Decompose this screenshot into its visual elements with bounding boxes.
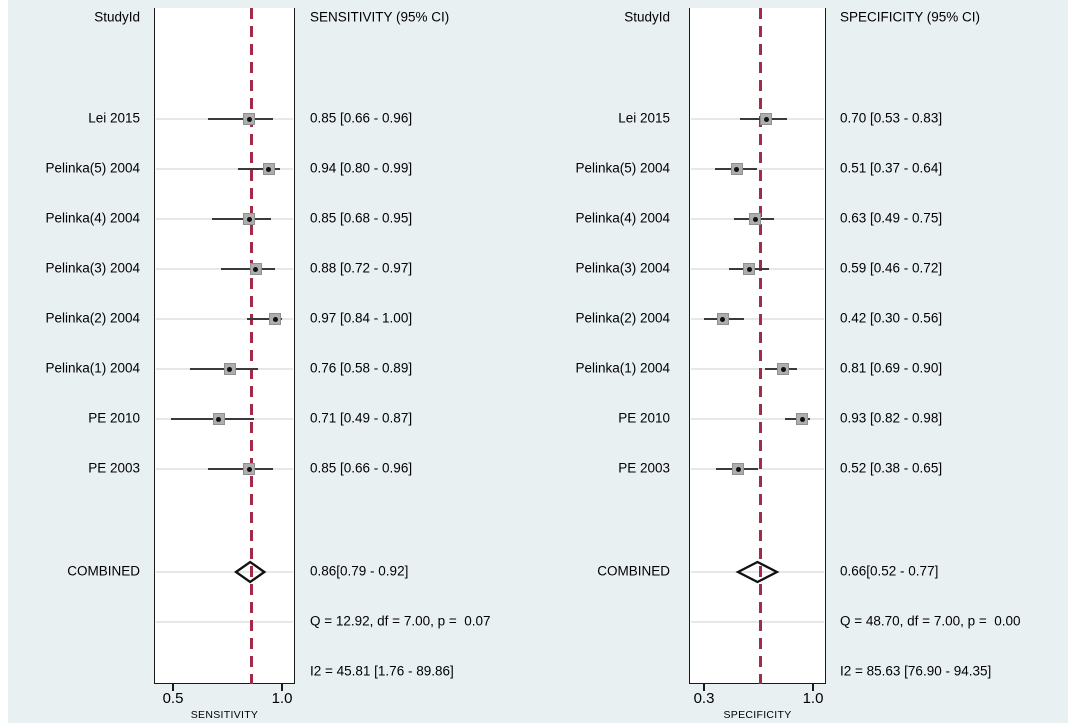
study-column-header: StudyId — [94, 9, 140, 25]
gridline — [691, 418, 824, 420]
x-axis-title: SPECIFICITY — [723, 709, 792, 721]
gridline — [156, 318, 293, 320]
estimate-text: 0.71 [0.49 - 0.87] — [310, 410, 413, 426]
heterogeneity-i2-text: I2 = 85.63 [76.90 - 94.35] — [840, 663, 992, 679]
estimate-text: 0.42 [0.30 - 0.56] — [840, 310, 943, 326]
estimate-text: 0.88 [0.72 - 0.97] — [310, 260, 413, 276]
study-label: PE 2003 — [88, 460, 140, 476]
study-label: Pelinka(2) 2004 — [575, 310, 670, 326]
estimate-text: 0.85 [0.66 - 0.96] — [310, 110, 413, 126]
study-label: Pelinka(5) 2004 — [45, 160, 140, 176]
ci-line — [207, 468, 274, 470]
gridline — [691, 168, 824, 170]
estimate-text: 0.97 [0.84 - 1.00] — [310, 310, 413, 326]
heterogeneity-q-text: Q = 12.92, df = 7.00, p = 0.07 — [310, 613, 491, 629]
study-label: Pelinka(1) 2004 — [45, 360, 140, 376]
combined-estimate-text: 0.86[0.79 - 0.92] — [310, 563, 409, 579]
combined-diamond — [233, 559, 267, 585]
ci-line — [207, 118, 274, 120]
reference-line — [758, 8, 762, 684]
study-label: Pelinka(4) 2004 — [45, 210, 140, 226]
axis-tick-label: 1.0 — [271, 690, 293, 707]
estimate-dot — [746, 266, 752, 272]
gridline — [691, 621, 824, 623]
gridline — [691, 318, 824, 320]
estimate-dot — [763, 116, 769, 122]
estimate-dot — [246, 466, 252, 472]
study-label: Pelinka(5) 2004 — [575, 160, 670, 176]
estimate-dot — [752, 216, 758, 222]
axis-tick-label: 0.5 — [162, 690, 184, 707]
estimate-text: 0.52 [0.38 - 0.65] — [840, 460, 943, 476]
gridline — [156, 621, 293, 623]
estimate-text: 0.81 [0.69 - 0.90] — [840, 360, 943, 376]
estimate-text: 0.93 [0.82 - 0.98] — [840, 410, 943, 426]
combined-diamond — [735, 559, 780, 585]
estimate-text: 0.85 [0.66 - 0.96] — [310, 460, 413, 476]
estimate-dot — [227, 366, 233, 372]
study-label: Lei 2015 — [618, 110, 670, 126]
gridline — [156, 168, 293, 170]
estimate-dot — [734, 166, 740, 172]
estimate-dot — [246, 216, 252, 222]
axis-tick-label: 0.3 — [693, 690, 715, 707]
study-label: Pelinka(1) 2004 — [575, 360, 670, 376]
estimate-dot — [272, 316, 278, 322]
value-column-header: SPECIFICITY (95% CI) — [840, 9, 981, 25]
combined-label: COMBINED — [67, 563, 140, 579]
estimate-text: 0.94 [0.80 - 0.99] — [310, 160, 413, 176]
estimate-dot — [780, 366, 786, 372]
heterogeneity-q-text: Q = 48.70, df = 7.00, p = 0.00 — [840, 613, 1021, 629]
estimate-text: 0.70 [0.53 - 0.83] — [840, 110, 943, 126]
ci-line — [247, 318, 282, 320]
study-label: Pelinka(3) 2004 — [45, 260, 140, 276]
value-column-header: SENSITIVITY (95% CI) — [310, 9, 450, 25]
ci-line — [170, 418, 254, 420]
gridline — [691, 571, 824, 573]
study-label: Pelinka(2) 2004 — [45, 310, 140, 326]
ci-line — [238, 168, 280, 170]
estimate-text: 0.85 [0.68 - 0.95] — [310, 210, 413, 226]
estimate-text: 0.51 [0.37 - 0.64] — [840, 160, 943, 176]
estimate-dot — [216, 416, 222, 422]
axis-tick — [812, 684, 814, 691]
estimate-dot — [799, 416, 805, 422]
study-label: Pelinka(4) 2004 — [575, 210, 670, 226]
study-label: PE 2010 — [88, 410, 140, 426]
gridline — [156, 571, 293, 573]
axis-tick — [172, 684, 174, 691]
estimate-dot — [253, 266, 259, 272]
estimate-text: 0.63 [0.49 - 0.75] — [840, 210, 943, 226]
axis-tick — [703, 684, 705, 691]
study-label: PE 2010 — [618, 410, 670, 426]
estimate-dot — [246, 116, 252, 122]
study-label: Pelinka(3) 2004 — [575, 260, 670, 276]
study-label: PE 2003 — [618, 460, 670, 476]
ci-line — [220, 268, 276, 270]
gridline — [691, 368, 824, 370]
combined-label: COMBINED — [597, 563, 670, 579]
x-axis-title: SENSITIVITY — [190, 709, 259, 721]
reference-line — [249, 8, 253, 684]
estimate-dot — [266, 166, 272, 172]
study-label: Lei 2015 — [88, 110, 140, 126]
axis-tick — [281, 684, 283, 691]
estimate-dot — [720, 316, 726, 322]
estimate-dot — [735, 466, 741, 472]
estimate-text: 0.59 [0.46 - 0.72] — [840, 260, 943, 276]
heterogeneity-i2-text: I2 = 45.81 [1.76 - 89.86] — [310, 663, 454, 679]
combined-estimate-text: 0.66[0.52 - 0.77] — [840, 563, 939, 579]
study-column-header: StudyId — [624, 9, 670, 25]
axis-tick-label: 1.0 — [802, 690, 824, 707]
ci-line — [212, 218, 272, 220]
estimate-text: 0.76 [0.58 - 0.89] — [310, 360, 413, 376]
